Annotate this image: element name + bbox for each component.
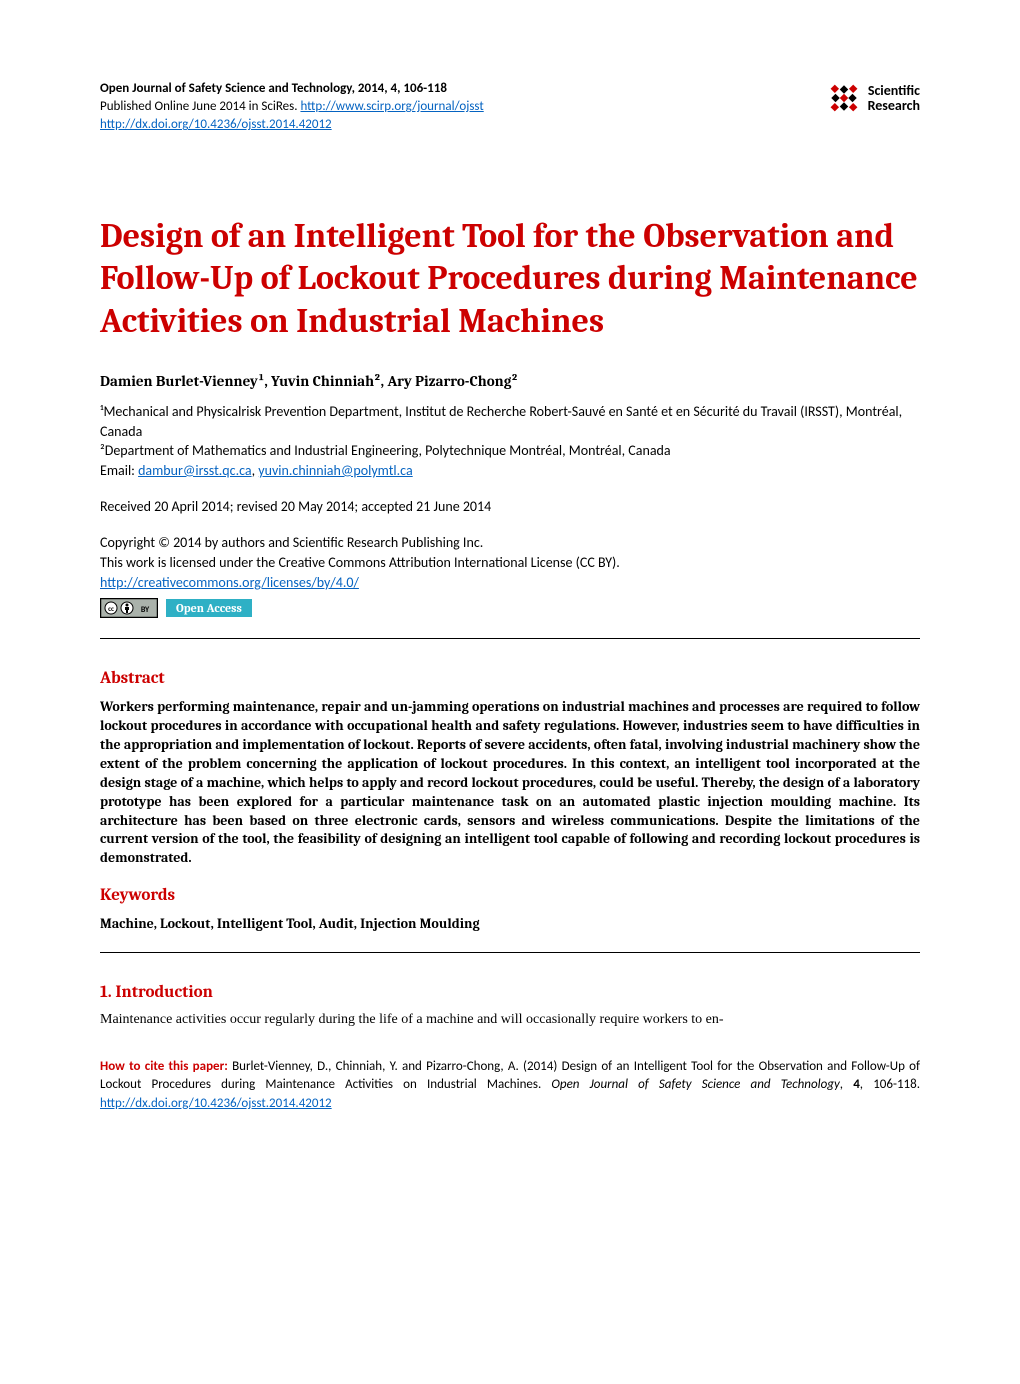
introduction-heading: 1. Introduction — [100, 983, 920, 1002]
copyright-line1: Copyright © 2014 by authors and Scientif… — [100, 533, 920, 553]
doi-url-link[interactable]: http://dx.doi.org/10.4236/ojsst.2014.420… — [100, 117, 332, 132]
keywords-text: Machine, Lockout, Intelligent Tool, Audi… — [100, 915, 920, 932]
header-row: Open Journal of Safety Science and Techn… — [100, 80, 920, 135]
email-line: Email: dambur@irsst.qc.ca, yuvin.chinnia… — [100, 461, 920, 481]
copyright-block: Copyright © 2014 by authors and Scientif… — [100, 533, 920, 592]
divider-bottom — [100, 952, 920, 953]
license-url-link[interactable]: http://creativecommons.org/licenses/by/4… — [100, 574, 359, 591]
svg-text:cc: cc — [108, 604, 114, 613]
copyright-line2: This work is licensed under the Creative… — [100, 553, 920, 573]
open-access-badge: Open Access — [166, 599, 252, 617]
dates-line: Received 20 April 2014; revised 20 May 2… — [100, 498, 920, 515]
citation-label: How to cite this paper: — [100, 1059, 232, 1074]
affiliation-2: ²Department of Mathematics and Industria… — [100, 441, 920, 461]
citation-volume: 4 — [853, 1077, 860, 1092]
email-link-2[interactable]: yuvin.chinniah@polymtl.ca — [258, 462, 412, 479]
email-link-1[interactable]: dambur@irsst.qc.ca — [138, 462, 252, 479]
journal-url-link[interactable]: http://www.scirp.org/journal/ojsst — [300, 99, 483, 114]
abstract-text: Workers performing maintenance, repair a… — [100, 698, 920, 868]
published-line: Published Online June 2014 in SciRes. ht… — [100, 98, 484, 116]
citation-journal: Open Journal of Safety Science and Techn… — [551, 1077, 839, 1092]
logo-diamond-icon — [826, 80, 862, 116]
abstract-heading: Abstract — [100, 669, 920, 688]
paper-title: Design of an Intelligent Tool for the Ob… — [100, 215, 920, 343]
keywords-heading: Keywords — [100, 886, 920, 905]
badges-row: cc BY Open Access — [100, 598, 920, 618]
authors-line: Damien Burlet-Vienney¹, Yuvin Chinniah²,… — [100, 372, 920, 390]
affiliations-block: ¹Mechanical and Physicalrisk Prevention … — [100, 402, 920, 480]
citation-block: How to cite this paper: Burlet-Vienney, … — [100, 1058, 920, 1113]
publisher-logo: Scientific Research — [826, 80, 920, 116]
affiliation-1: ¹Mechanical and Physicalrisk Prevention … — [100, 402, 920, 441]
divider-top — [100, 638, 920, 639]
journal-title: Open Journal of Safety Science and Techn… — [100, 80, 484, 98]
svg-text:BY: BY — [141, 605, 150, 615]
citation-doi-link[interactable]: http://dx.doi.org/10.4236/ojsst.2014.420… — [100, 1096, 332, 1111]
header-info: Open Journal of Safety Science and Techn… — [100, 80, 484, 135]
cc-by-badge-icon: cc BY — [100, 598, 158, 618]
introduction-text: Maintenance activities occur regularly d… — [100, 1012, 920, 1028]
logo-text: Scientific Research — [868, 83, 920, 114]
